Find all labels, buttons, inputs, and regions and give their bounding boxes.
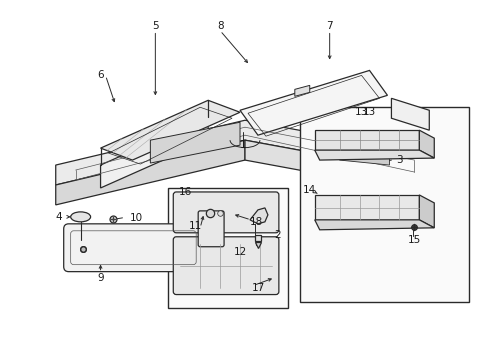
Text: 4: 4 bbox=[55, 212, 62, 222]
Text: 2: 2 bbox=[274, 230, 281, 240]
Text: 3: 3 bbox=[396, 155, 403, 165]
Polygon shape bbox=[392, 98, 429, 130]
FancyBboxPatch shape bbox=[64, 224, 203, 272]
Text: 7: 7 bbox=[326, 21, 333, 31]
Text: 13: 13 bbox=[355, 107, 368, 117]
Text: 12: 12 bbox=[233, 247, 246, 257]
Polygon shape bbox=[419, 195, 434, 228]
Polygon shape bbox=[419, 130, 434, 158]
Polygon shape bbox=[315, 130, 419, 150]
FancyBboxPatch shape bbox=[173, 237, 279, 294]
Text: 1: 1 bbox=[240, 140, 246, 150]
Polygon shape bbox=[100, 117, 208, 188]
Polygon shape bbox=[56, 140, 245, 205]
Polygon shape bbox=[315, 220, 434, 230]
Text: 10: 10 bbox=[130, 213, 143, 223]
Text: 8: 8 bbox=[217, 21, 223, 31]
Polygon shape bbox=[340, 150, 390, 165]
Text: 16: 16 bbox=[179, 187, 192, 197]
Polygon shape bbox=[250, 208, 268, 224]
Polygon shape bbox=[315, 150, 434, 160]
Polygon shape bbox=[56, 120, 434, 185]
Text: 11: 11 bbox=[189, 221, 202, 231]
FancyBboxPatch shape bbox=[300, 107, 469, 302]
Text: 17: 17 bbox=[251, 283, 265, 293]
Text: 14: 14 bbox=[303, 185, 317, 195]
Polygon shape bbox=[315, 195, 419, 220]
Polygon shape bbox=[245, 140, 434, 195]
Ellipse shape bbox=[71, 212, 91, 222]
Text: 13: 13 bbox=[363, 107, 376, 117]
Text: 15: 15 bbox=[408, 235, 421, 245]
Polygon shape bbox=[295, 85, 310, 96]
FancyBboxPatch shape bbox=[173, 192, 279, 233]
FancyBboxPatch shape bbox=[198, 211, 224, 247]
Text: 18: 18 bbox=[249, 217, 263, 227]
FancyBboxPatch shape bbox=[168, 188, 288, 307]
Polygon shape bbox=[100, 100, 240, 160]
Text: 5: 5 bbox=[152, 21, 159, 31]
Text: 6: 6 bbox=[97, 71, 104, 80]
Text: 9: 9 bbox=[97, 273, 104, 283]
Polygon shape bbox=[150, 122, 240, 163]
Polygon shape bbox=[240, 71, 388, 135]
